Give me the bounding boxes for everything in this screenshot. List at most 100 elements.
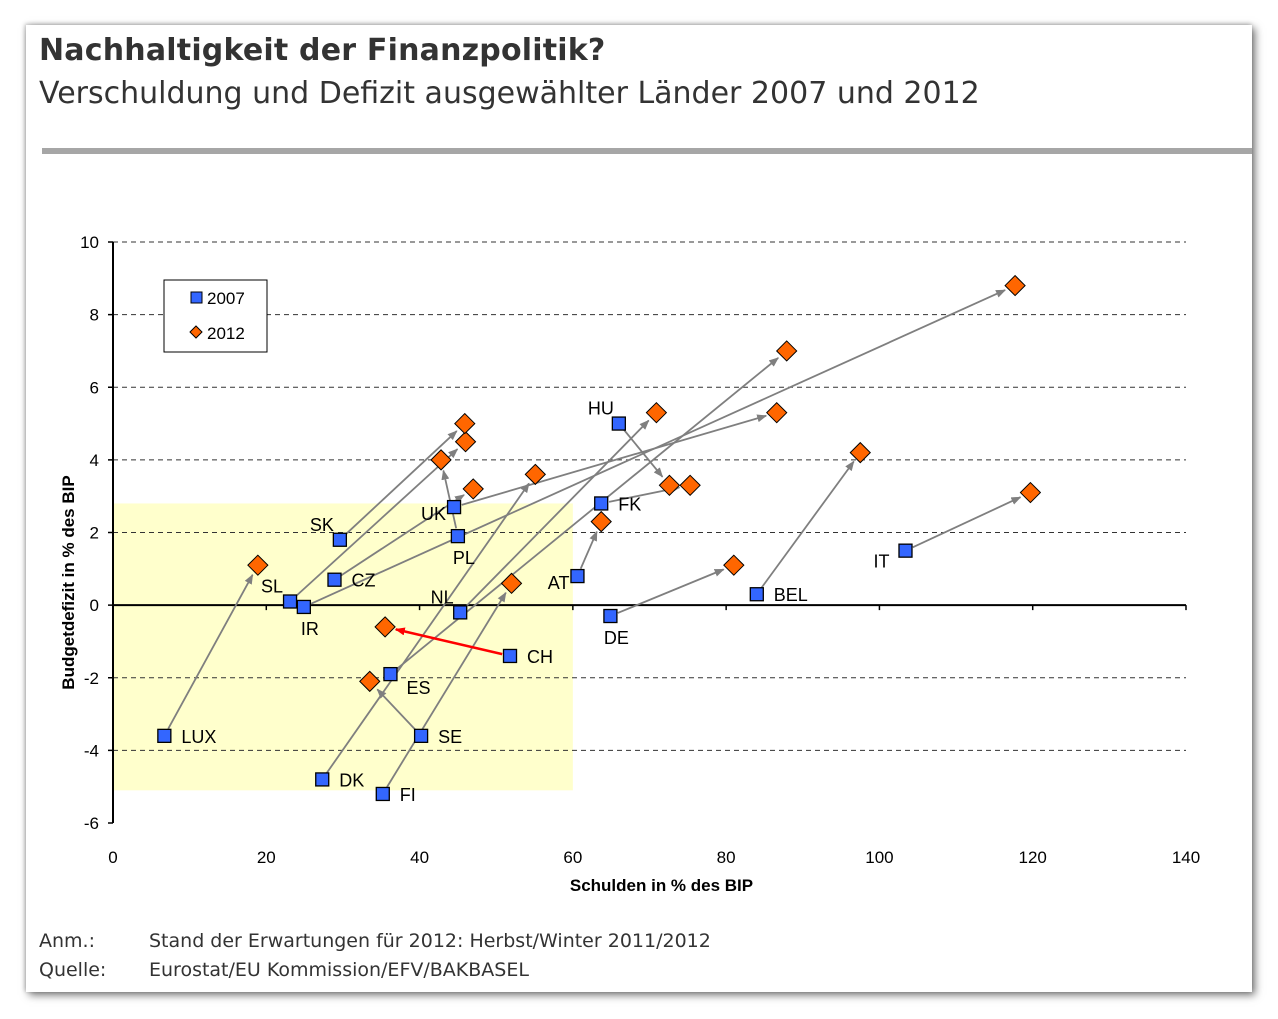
point-2007-se [413, 728, 429, 743]
y-axis-label: Budgetdefizit in % des BIP [59, 475, 78, 689]
point-2007-es [383, 666, 398, 682]
point-2012-dk [524, 463, 547, 486]
point-2007-fi [375, 786, 390, 802]
point-2007-nl [453, 605, 468, 620]
y-tick-label: 10 [80, 233, 99, 252]
point-2012-se [359, 670, 381, 693]
point-2007-lux [157, 728, 172, 743]
point-2012-fk [679, 474, 701, 497]
y-tick-label: -6 [84, 814, 99, 833]
point-2012-uk [766, 401, 788, 424]
point-2012-hu [658, 474, 681, 497]
x-tick-label: 0 [108, 848, 117, 867]
arrow-lux [167, 573, 254, 730]
country-label-dk: DK [339, 770, 364, 790]
point-2012-sk [454, 412, 476, 435]
country-label-hu: HU [588, 399, 614, 419]
point-2007-bel [749, 587, 764, 602]
legend: 2007 2012 [163, 279, 268, 353]
arrow-de [617, 568, 725, 614]
note-quelle-text: Eurostat/EU Kommission/EFV/BAKBASEL [149, 959, 529, 981]
note-anm: Anm.: Stand der Erwartungen für 2012: Her… [39, 930, 711, 952]
point-2007-ch [502, 648, 518, 664]
arrow-se [376, 688, 417, 731]
point-2007-sl [282, 594, 298, 609]
country-label-sk: SK [310, 515, 334, 535]
point-2007-it [898, 543, 913, 558]
legend-label-2007: 2007 [207, 289, 245, 308]
country-label-bel: BEL [774, 585, 808, 605]
point-2007-fk [594, 496, 609, 511]
note-anm-label: Anm.: [39, 930, 95, 952]
country-label-fk: FK [618, 494, 641, 514]
arrow-hu [623, 429, 664, 478]
note-quelle: Quelle: Eurostat/EU Kommission/EFV/BAKBAS… [39, 959, 529, 981]
point-2007-cz [327, 572, 342, 587]
point-2012-cz [462, 478, 484, 500]
x-axis-label: Schulden in % des BIP [570, 876, 753, 895]
title-divider [42, 148, 1252, 154]
point-2012-de [723, 554, 745, 576]
x-tick-label: 80 [717, 848, 736, 867]
point-2007-dk [315, 772, 330, 787]
country-label-ch: CH [527, 647, 553, 667]
arrow-uk [461, 414, 768, 506]
country-label-ir: IR [301, 619, 319, 639]
point-2012-ir [1004, 274, 1026, 297]
legend-marker-2012 [189, 325, 203, 339]
point-2012-bel [849, 441, 871, 464]
country-label-fi: FI [400, 785, 416, 805]
country-label-sl: SL [261, 576, 283, 596]
country-label-cz: CZ [351, 571, 375, 591]
point-2012-es [775, 340, 798, 362]
legend-marker-2007 [190, 291, 203, 304]
arrow-sk [345, 430, 458, 535]
arrow-cz [340, 494, 465, 577]
y-tick-label: -4 [84, 741, 99, 760]
country-label-at: AT [548, 573, 570, 593]
point-2012-it [1019, 481, 1042, 504]
point-2007-hu [611, 416, 626, 431]
point-2007-de [603, 608, 618, 624]
point-2012-nl [645, 401, 668, 424]
point-2012-lux [247, 554, 269, 576]
arrow-it [912, 496, 1022, 549]
y-tick-label: 0 [90, 596, 99, 615]
point-2007-ir [296, 599, 311, 615]
arrow-fi [386, 591, 507, 788]
point-2007-pl [450, 528, 466, 544]
x-tick-label: 60 [563, 848, 582, 867]
arrow-at [579, 530, 598, 570]
y-tick-label: 6 [90, 378, 99, 397]
x-tick-label: 100 [865, 848, 893, 867]
point-2012-at [590, 510, 612, 533]
point-2007-at [570, 568, 585, 584]
highlight-region [113, 503, 573, 791]
point-2012-ch [374, 616, 396, 638]
x-tick-label: 40 [410, 848, 429, 867]
y-tick-label: 4 [90, 451, 99, 470]
point-2012-pl [430, 449, 452, 471]
y-tick-label: 8 [90, 306, 99, 325]
x-tick-label: 140 [1172, 848, 1200, 867]
x-tick-label: 20 [257, 848, 276, 867]
note-anm-text: Stand der Erwartungen für 2012: Herbst/W… [149, 930, 711, 952]
arrow-pl [441, 469, 458, 529]
arrow-dk [326, 482, 530, 774]
point-2012-sl [454, 431, 477, 453]
point-2012-fi [500, 572, 523, 595]
point-2007-sk [332, 532, 348, 547]
country-label-de: DE [604, 628, 629, 648]
page-title: Nachhaltigkeit der Finanzpolitik? [39, 33, 606, 68]
x-tick-label: 120 [1019, 848, 1047, 867]
country-label-nl: NL [431, 587, 454, 607]
country-label-lux: LUX [181, 727, 216, 747]
y-tick-label: -2 [84, 669, 99, 688]
country-label-se: SE [438, 727, 462, 747]
y-tick-label: 2 [90, 524, 99, 543]
legend-label-2012: 2012 [207, 324, 245, 343]
note-quelle-label: Quelle: [39, 959, 107, 981]
page-subtitle: Verschuldung und Defizit ausgewählter Lä… [39, 76, 980, 111]
point-2007-uk [446, 499, 462, 515]
